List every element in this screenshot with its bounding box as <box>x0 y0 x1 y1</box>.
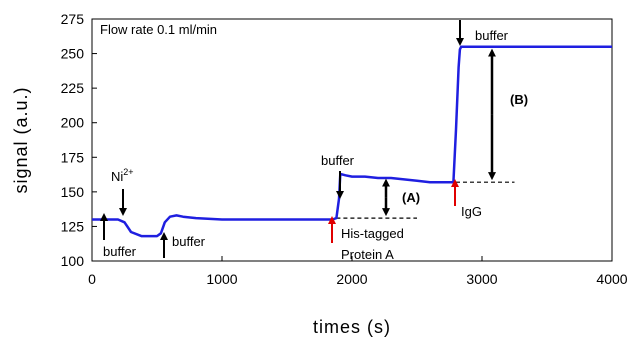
annotation-label-0: buffer <box>103 244 137 259</box>
annotation-label-4: His-tagged <box>341 226 404 241</box>
annotation-text-3: buffer <box>321 153 355 168</box>
y-tick-label-2: 150 <box>61 184 85 200</box>
x-axis-ticks: 0 1000 2000 3000 4000 <box>88 256 628 287</box>
y-tick-label-0: 100 <box>61 253 85 269</box>
y-tick-label-7: 275 <box>61 11 85 27</box>
annotation-text-6: IgG <box>461 204 482 219</box>
x-tick-label-3: 3000 <box>466 271 497 287</box>
annotation-text-4: His-tagged <box>341 226 404 241</box>
annotation-text-8: (A) <box>402 190 420 205</box>
annotation-text-7: buffer <box>475 28 509 43</box>
annotation-label-3: buffer <box>321 153 355 168</box>
annotation-label-1: Ni2+ <box>111 167 134 184</box>
y-tick-label-3: 175 <box>61 149 85 165</box>
annotation-text-1: Ni <box>111 169 123 184</box>
annotation-label-2: buffer <box>172 234 206 249</box>
annotation-label-5: Protein A <box>341 247 394 262</box>
y-axis-title: signal (a.u.) <box>11 86 31 193</box>
y-tick-label-4: 200 <box>61 115 85 131</box>
flow-rate-label: Flow rate 0.1 ml/min <box>100 22 217 37</box>
x-tick-label-0: 0 <box>88 271 96 287</box>
x-tick-label-4: 4000 <box>596 271 627 287</box>
annotation-sup-1: 2+ <box>123 167 133 177</box>
y-tick-label-1: 125 <box>61 218 85 234</box>
annotation-text-9: (B) <box>510 92 528 107</box>
annotation-text-2: buffer <box>172 234 206 249</box>
x-tick-label-2: 2000 <box>336 271 367 287</box>
annotation-text-0: buffer <box>103 244 137 259</box>
x-tick-label-1: 1000 <box>206 271 237 287</box>
annotation-label-8: (A) <box>402 190 420 205</box>
signal-series-line <box>92 45 612 238</box>
plot-frame <box>91 18 613 262</box>
y-axis-ticks: 100 125 150 175 200 225 250 275 <box>61 11 97 269</box>
annotation-label-7: buffer <box>475 28 509 43</box>
baselines <box>336 181 515 219</box>
y-tick-label-5: 225 <box>61 80 85 96</box>
annotations: buffer Ni2+ buffer buffer His-tagged Protein … <box>100 20 528 262</box>
annotation-label-9: (B) <box>510 92 528 107</box>
x-axis-title: times (s) <box>313 317 391 337</box>
annotation-text-5: Protein A <box>341 247 394 262</box>
y-tick-label-6: 250 <box>61 46 85 62</box>
annotation-label-6: IgG <box>461 204 482 219</box>
